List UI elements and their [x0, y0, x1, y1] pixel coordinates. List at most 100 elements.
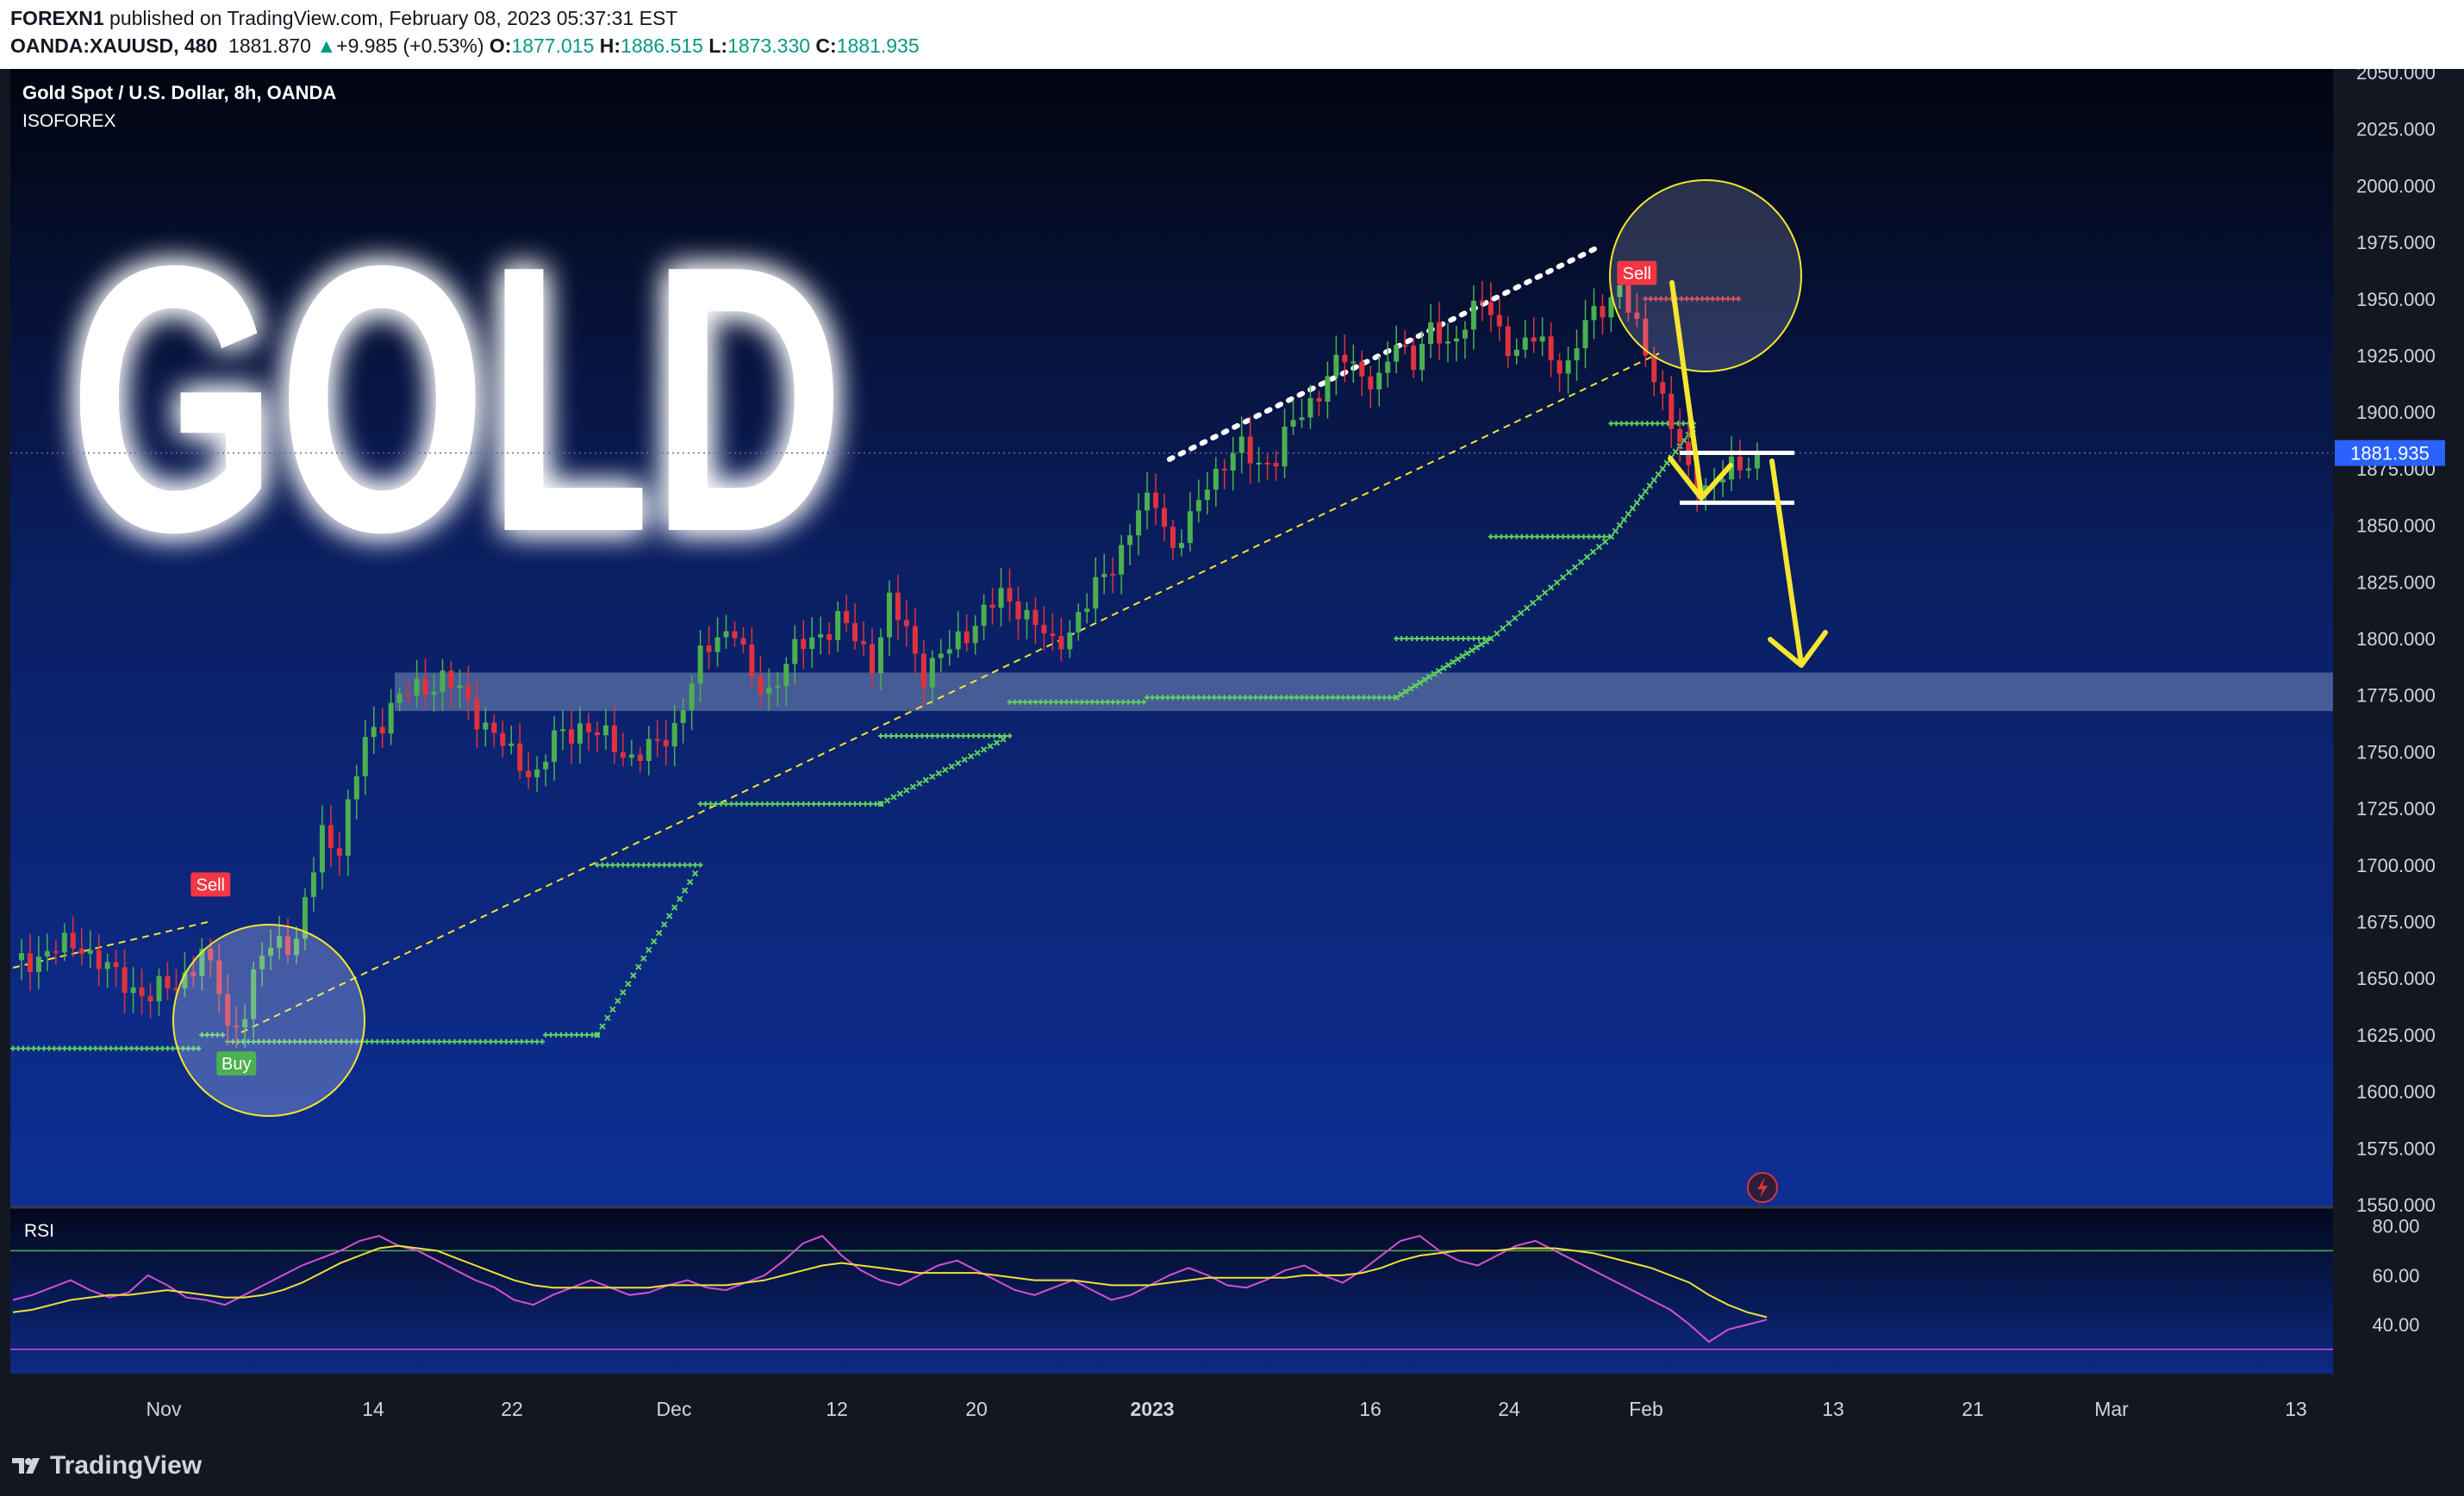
trail-mark: [266, 1038, 272, 1044]
price-scale-background[interactable]: [2333, 69, 2464, 1374]
trail-mark: [775, 801, 781, 807]
price-chart[interactable]: GOLD Gold Spot / U.S. Dollar, 8h, OANDA …: [0, 69, 2464, 1444]
trail-mark: [543, 1032, 549, 1038]
trail-mark: [1642, 488, 1650, 495]
candle-body: [18, 953, 24, 961]
candle-body: [1376, 372, 1382, 390]
trail-mark: [1027, 699, 1033, 705]
trail-mark: [1414, 636, 1420, 641]
candle-body: [886, 592, 892, 638]
trail-mark: [1069, 699, 1075, 705]
trail-mark: [519, 1038, 525, 1044]
trail-mark: [421, 1038, 427, 1044]
trail-mark: [1624, 421, 1630, 427]
trail-mark: [671, 862, 677, 868]
trail-mark: [477, 1038, 483, 1044]
trail-mark: [149, 1045, 155, 1051]
trail-mark: [682, 862, 688, 868]
time-scale-background[interactable]: [0, 1374, 2464, 1444]
trail-mark: [1455, 636, 1461, 641]
candle-body: [1256, 462, 1262, 464]
trail-mark: [1735, 296, 1741, 302]
rsi-axis: 40.00 60.00 80.00: [2372, 1216, 2419, 1336]
trail-mark: [987, 743, 994, 750]
trail-mark: [1325, 695, 1331, 701]
candle-body: [1669, 393, 1675, 429]
trail-mark: [1637, 494, 1645, 501]
candle-body: [216, 960, 222, 994]
high-value: 1886.515: [621, 34, 703, 57]
trail-mark: [302, 1038, 308, 1044]
trail-mark: [1110, 699, 1116, 705]
trail-mark: [614, 997, 621, 1005]
published-on: published on TradingView.com, February 0…: [109, 7, 678, 29]
trail-mark: [1524, 533, 1530, 539]
trail-mark: [877, 801, 884, 807]
rsi-legend[interactable]: RSI: [24, 1221, 54, 1241]
trail-mark: [837, 801, 843, 807]
trail-mark: [1278, 695, 1284, 701]
chart-legend-title[interactable]: Gold Spot / U.S. Dollar, 8h, OANDA: [22, 82, 336, 103]
trail-mark: [209, 1032, 215, 1038]
candle-body: [1556, 360, 1563, 374]
alert-icon[interactable]: [1747, 1172, 1778, 1203]
trail-mark: [914, 733, 920, 739]
candle-body: [234, 1025, 240, 1028]
trail-mark: [1155, 695, 1160, 701]
trail-mark: [903, 733, 909, 739]
trail-mark: [569, 1032, 575, 1038]
trail-mark: [1616, 521, 1624, 529]
trail-mark: [1559, 574, 1567, 581]
publisher-name[interactable]: FOREXN1: [10, 7, 104, 29]
trail-mark: [1416, 679, 1424, 686]
trail-mark: [1710, 296, 1716, 302]
trail-mark: [369, 1038, 375, 1044]
trail-mark: [10, 1045, 16, 1051]
candle-body: [448, 670, 454, 689]
trail-mark: [277, 1038, 283, 1044]
trail-mark: [821, 801, 827, 807]
candle-body: [294, 938, 300, 956]
candle-body: [1024, 609, 1030, 620]
trail-mark: [1488, 635, 1494, 642]
tradingview-logo[interactable]: TradingView: [12, 1451, 202, 1480]
candle-body: [1539, 336, 1545, 342]
close-value: 1881.935: [836, 34, 920, 57]
trail-mark: [718, 801, 724, 807]
trail-mark: [56, 1045, 62, 1051]
trail-mark: [942, 766, 949, 774]
trail-mark: [888, 733, 894, 739]
candle-body: [225, 994, 231, 1026]
candle-body: [1058, 636, 1064, 650]
trail-mark: [1553, 579, 1561, 586]
trail-mark: [66, 1045, 72, 1051]
candle-body: [1333, 354, 1339, 377]
trail-mark: [128, 1045, 134, 1051]
candle-body: [414, 678, 420, 696]
candle-body: [534, 769, 540, 777]
trail-mark: [1440, 664, 1447, 671]
trail-mark: [553, 1032, 559, 1038]
candle-body: [1479, 300, 1485, 302]
rsi-ma-line: [12, 1244, 1768, 1318]
trail-mark: [1577, 558, 1585, 566]
trail-mark: [1488, 533, 1494, 539]
time-tick-label: 13: [2285, 1398, 2307, 1420]
candle-body: [929, 658, 935, 688]
trail-mark: [51, 1045, 57, 1051]
trail-mark: [976, 733, 982, 739]
trail-mark: [1444, 662, 1452, 669]
candle-body: [569, 729, 575, 744]
indicator-legend[interactable]: ISOFOREX: [22, 111, 116, 131]
trail-mark: [1273, 695, 1279, 701]
trail-mark: [1500, 625, 1506, 632]
trail-mark: [1475, 636, 1482, 641]
trail-mark: [1000, 736, 1007, 743]
trail-mark: [333, 1038, 339, 1044]
candle-body: [732, 631, 738, 639]
candle-body: [130, 987, 136, 994]
trail-mark: [1639, 421, 1645, 427]
candle-body: [1745, 468, 1751, 471]
candle-body: [1617, 285, 1623, 297]
rsi-tick-label: 80.00: [2372, 1216, 2419, 1237]
